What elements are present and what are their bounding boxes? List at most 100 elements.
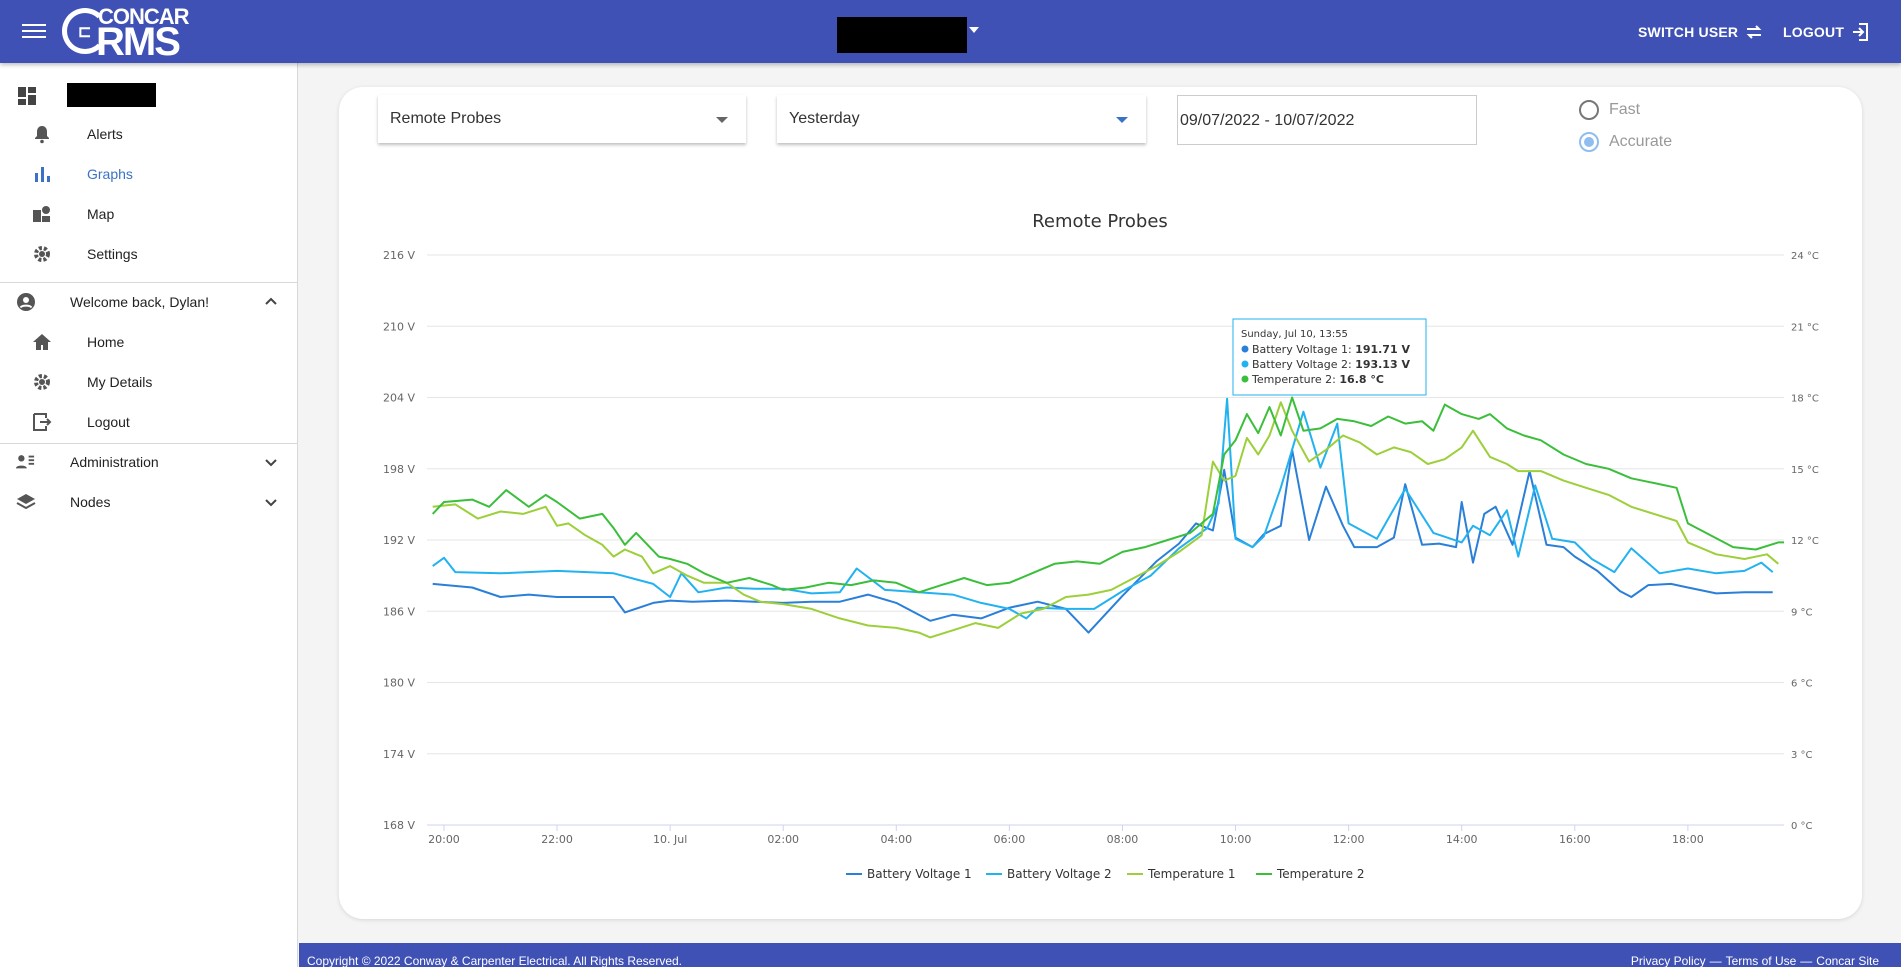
y-left-tick-label: 174 V: [383, 748, 415, 761]
footer-separator: —: [1710, 954, 1722, 967]
y-right-tick-label: 15 °C: [1791, 465, 1819, 476]
x-tick-label: 02:00: [767, 833, 799, 846]
layers-icon: [16, 492, 36, 512]
menu-icon[interactable]: [22, 20, 46, 40]
y-right-tick-label: 21 °C: [1791, 322, 1819, 333]
tooltip-series-marker: [1242, 361, 1249, 368]
legend-item-label: Battery Voltage 1: [867, 867, 972, 881]
bell-icon: [32, 124, 52, 144]
x-tick-label: 14:00: [1446, 833, 1478, 846]
sidebar-item-alerts[interactable]: Alerts: [0, 114, 298, 154]
sidebar-item-label: Home: [87, 334, 124, 350]
sidebar-item-label: Graphs: [87, 166, 133, 182]
sidebar-item-label: Logout: [87, 414, 130, 430]
logout-icon: [1850, 22, 1870, 42]
x-tick-label: 22:00: [541, 833, 573, 846]
logout-icon: [32, 412, 52, 432]
tooltip-row: Temperature 2: 16.8 °C: [1251, 373, 1384, 386]
y-axis-left: 216 V 210 V 204 V 198 V 192 V 186 V 180 V 174 V…: [383, 249, 415, 832]
footer-copyright: Copyright © 2022 Conway & Carpenter Elec…: [307, 954, 682, 967]
y-axis-right: 24 °C21 °C18 °C15 °C12 °C9 °C6 °C3 °C0 °…: [1791, 251, 1819, 832]
sidebar-item-label: My Details: [87, 374, 152, 390]
caret-down-icon[interactable]: [969, 27, 979, 33]
chart-series: [433, 398, 1784, 638]
administration-label: Administration: [70, 454, 159, 470]
x-tick-label: 16:00: [1559, 833, 1591, 846]
gear-icon: [32, 372, 52, 392]
admin-users-icon: [15, 452, 35, 472]
tooltip-series-marker: [1242, 376, 1249, 383]
y-left-tick-label: 168 V: [383, 819, 415, 832]
logout-button[interactable]: LOGOUT: [1783, 22, 1870, 42]
y-right-tick-label: 6 °C: [1791, 679, 1813, 690]
series-line-battery-voltage-2: [433, 399, 1773, 619]
sidebar-item-settings[interactable]: Settings: [0, 234, 298, 274]
y-right-tick-label: 3 °C: [1791, 750, 1813, 761]
x-tick-label: 08:00: [1107, 833, 1139, 846]
chevron-down-icon: [263, 494, 279, 510]
y-right-tick-label: 9 °C: [1791, 607, 1813, 618]
x-tick-label: 20:00: [428, 833, 460, 846]
node-selector-redacted[interactable]: [837, 17, 967, 53]
y-right-tick-label: 12 °C: [1791, 536, 1819, 547]
legend-item-label: Battery Voltage 2: [1007, 867, 1112, 881]
x-tick-label: 06:00: [994, 833, 1026, 846]
sidebar-item-my-details[interactable]: My Details: [0, 362, 298, 402]
swap-arrows-icon: [1744, 22, 1764, 42]
series-line-temperature-2: [433, 398, 1784, 593]
logo-text-bottom: RMS: [96, 20, 179, 65]
x-tick-label: 12:00: [1333, 833, 1365, 846]
x-tick-label: 10:00: [1220, 833, 1252, 846]
sidebar-item-home[interactable]: Home: [0, 322, 298, 362]
privacy-policy-link[interactable]: Privacy Policy: [1631, 954, 1706, 967]
sidebar-item-map[interactable]: Map: [0, 194, 298, 234]
y-left-tick-label: 216 V: [383, 249, 415, 262]
x-axis: 20:00 22:00 10. Jul 02:00 04:00 06:00 08:00 10:…: [428, 825, 1704, 846]
sidebar: Alerts Graphs Map Settings Welcome back,…: [0, 63, 298, 967]
bar-chart-icon: [32, 164, 52, 184]
concar-rms-logo[interactable]: ⊏ CONCAR RMS: [60, 4, 200, 58]
sidebar-item-graphs[interactable]: Graphs: [0, 154, 298, 194]
chart-legend[interactable]: Battery Voltage 1 Battery Voltage 2 Temper…: [846, 867, 1364, 881]
y-right-tick-label: 0 °C: [1791, 821, 1813, 832]
administration-toggle[interactable]: Administration: [0, 442, 298, 482]
nodes-toggle[interactable]: Nodes: [0, 482, 298, 522]
switch-user-button[interactable]: SWITCH USER: [1638, 22, 1764, 42]
y-left-tick-label: 192 V: [383, 534, 415, 547]
terms-of-use-link[interactable]: Terms of Use: [1726, 954, 1797, 967]
home-icon: [32, 332, 52, 352]
plug-icon: ⊏: [78, 22, 94, 40]
y-left-tick-label: 210 V: [383, 320, 415, 333]
tooltip-row: Battery Voltage 2: 193.13 V: [1252, 358, 1410, 371]
sidebar-item-label: Settings: [87, 246, 138, 262]
logout-label: LOGOUT: [1783, 24, 1844, 40]
tooltip-title: Sunday, Jul 10, 13:55: [1241, 329, 1348, 340]
y-right-tick-label: 24 °C: [1791, 251, 1819, 262]
map-icon: [32, 204, 52, 224]
y-left-tick-label: 198 V: [383, 463, 415, 476]
top-app-bar: ⊏ CONCAR RMS SWITCH USER LOGOUT: [0, 0, 1901, 63]
sidebar-item-label: Alerts: [87, 126, 123, 142]
remote-probes-chart[interactable]: Remote Probes 216 V 210 V 204 V 198 V 192 V 1…: [339, 87, 1862, 919]
sidebar-item-logout[interactable]: Logout: [0, 402, 298, 442]
footer: Copyright © 2022 Conway & Carpenter Elec…: [299, 943, 1901, 967]
tooltip-series-marker: [1242, 346, 1249, 353]
dashboard-icon[interactable]: [17, 86, 37, 106]
x-tick-label: 04:00: [880, 833, 912, 846]
legend-item-label: Temperature 1: [1147, 867, 1235, 881]
welcome-label: Welcome back, Dylan!: [70, 294, 209, 310]
nodes-label: Nodes: [70, 494, 110, 510]
x-tick-label: 18:00: [1672, 833, 1704, 846]
gear-icon: [32, 244, 52, 264]
site-name-redacted: [67, 83, 156, 107]
concar-site-link[interactable]: Concar Site: [1816, 954, 1879, 967]
y-left-tick-label: 204 V: [383, 392, 415, 405]
user-section-toggle[interactable]: Welcome back, Dylan!: [0, 282, 298, 322]
chevron-up-icon: [263, 294, 279, 310]
sidebar-item-label: Map: [87, 206, 114, 222]
y-left-tick-label: 180 V: [383, 677, 415, 690]
chart-title: Remote Probes: [1032, 211, 1168, 232]
chevron-down-icon: [263, 454, 279, 470]
footer-separator: —: [1800, 954, 1812, 967]
chart-tooltip: Sunday, Jul 10, 13:55 Battery Voltage 1:…: [1233, 319, 1426, 395]
